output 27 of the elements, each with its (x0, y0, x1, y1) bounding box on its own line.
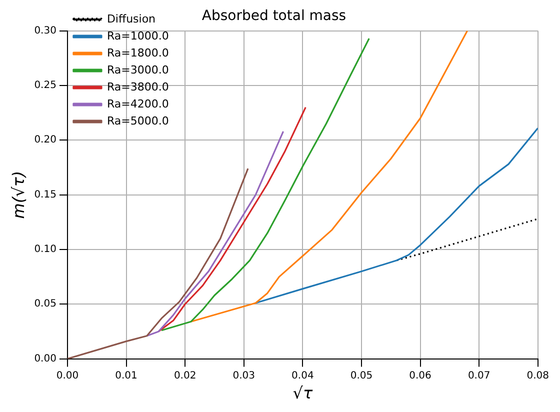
chart-title: Absorbed total mass (202, 8, 346, 24)
legend-label: Ra=4200.0 (106, 97, 169, 110)
x-tick-label: 0.07 (468, 370, 490, 382)
x-tick-label: 0.00 (56, 370, 79, 382)
x-tick-label: 0.01 (115, 370, 138, 382)
y-tick-label: 0.30 (34, 25, 56, 36)
y-tick-label: 0.25 (34, 80, 56, 92)
legend-label: Diffusion (106, 12, 156, 26)
x-tick-label: 0.08 (526, 370, 549, 382)
legend-label: Ra=3800.0 (106, 80, 169, 94)
y-tick-label: 0.05 (34, 298, 56, 310)
legend-label: Ra=1800.0 (106, 46, 169, 60)
y-tick-label: 0.10 (34, 244, 56, 256)
legend-label: Ra=5000.0 (106, 114, 169, 128)
legend-label: Ra=3000.0 (106, 63, 169, 76)
line-series (396, 218, 538, 262)
y-tick-label: 0.15 (34, 189, 56, 200)
x-tick-label: 0.02 (174, 370, 196, 382)
y-axis-title: m(√τ) (8, 170, 28, 219)
y-tick-label: 0.00 (34, 353, 56, 364)
y-tick-label: 0.20 (34, 134, 56, 146)
legend-label: Ra=1000.0 (106, 29, 169, 42)
x-tick-label: 0.06 (409, 370, 432, 382)
x-tick-label: 0.05 (350, 370, 373, 382)
x-axis-title: √τ (292, 384, 313, 403)
x-tick-label: 0.04 (292, 370, 314, 382)
x-tick-label: 0.03 (232, 370, 255, 382)
